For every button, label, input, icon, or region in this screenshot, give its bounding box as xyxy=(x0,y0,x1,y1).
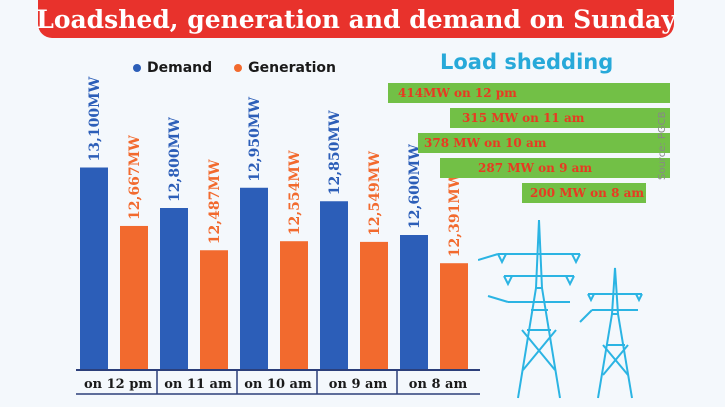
legend-label-demand: Demand xyxy=(147,60,213,76)
bar-generation xyxy=(200,250,228,370)
bar-generation xyxy=(120,225,148,370)
chart-legend: Demand Generation xyxy=(133,60,336,76)
x-tick-label: on 9 am xyxy=(329,377,388,392)
data-label-demand: 12,850MW xyxy=(327,110,343,195)
load-shedding-bar-9am: 287 MW on 9 am xyxy=(440,158,670,178)
x-tick-label: on 8 am xyxy=(409,377,468,392)
bar-chart: 13,100MW 12,667MW on 12 pm 12,800MW 12,487MW… xyxy=(76,76,480,395)
x-tick-label: on 12 pm xyxy=(84,377,152,392)
bar-generation xyxy=(280,241,308,370)
load-shedding-bar-11am: 315 MW on 11 am xyxy=(450,108,670,128)
source-note: Source: PGCB xyxy=(657,111,668,180)
data-label-generation: 12,554MW xyxy=(287,150,303,235)
load-shedding-bar-10am: 378 MW on 10 am xyxy=(418,133,670,153)
legend-dot-demand xyxy=(133,64,141,72)
legend-item-generation: Generation xyxy=(234,60,336,76)
bar-demand xyxy=(320,201,348,370)
load-shedding-label: 315 MW on 11 am xyxy=(462,111,585,125)
bar-demand xyxy=(400,235,428,370)
bar-demand xyxy=(80,167,108,370)
load-shedding-bar-8am: 200 MW on 8 am xyxy=(522,183,646,203)
data-label-generation: 12,487MW xyxy=(207,159,223,244)
load-shedding-bar-12pm: 414MW on 12 pm xyxy=(388,83,670,103)
data-label-demand: 12,600MW xyxy=(407,144,423,229)
load-shedding-label: 414MW on 12 pm xyxy=(398,86,517,100)
x-tick-label: on 11 am xyxy=(164,377,232,392)
power-tower-icon xyxy=(478,219,643,399)
title-banner: Loadshed, generation and demand on Sunda… xyxy=(36,0,676,38)
chart-title: Loadshed, generation and demand on Sunda… xyxy=(36,4,676,34)
data-label-demand: 13,100MW xyxy=(87,76,103,161)
bar-generation xyxy=(360,241,388,370)
load-shedding-label: 378 MW on 10 am xyxy=(424,136,547,150)
bar-generation xyxy=(440,263,468,370)
load-shedding-label: 287 MW on 9 am xyxy=(478,161,593,175)
load-shedding-title: Load shedding xyxy=(440,50,614,74)
legend-dot-generation xyxy=(234,64,243,72)
legend-item-demand: Demand xyxy=(133,60,212,76)
data-label-generation: 12,667MW xyxy=(127,135,143,220)
data-label-demand: 12,800MW xyxy=(167,117,183,202)
bar-demand xyxy=(240,187,268,370)
x-tick-label: on 10 am xyxy=(244,377,312,392)
bar-demand xyxy=(160,208,188,370)
legend-label-generation: Generation xyxy=(248,60,337,76)
data-label-demand: 12,950MW xyxy=(247,97,263,182)
load-shedding-label: 200 MW on 8 am xyxy=(530,186,645,200)
data-label-generation: 12,549MW xyxy=(367,151,383,236)
data-label-generation: 12,391MW xyxy=(447,172,463,257)
